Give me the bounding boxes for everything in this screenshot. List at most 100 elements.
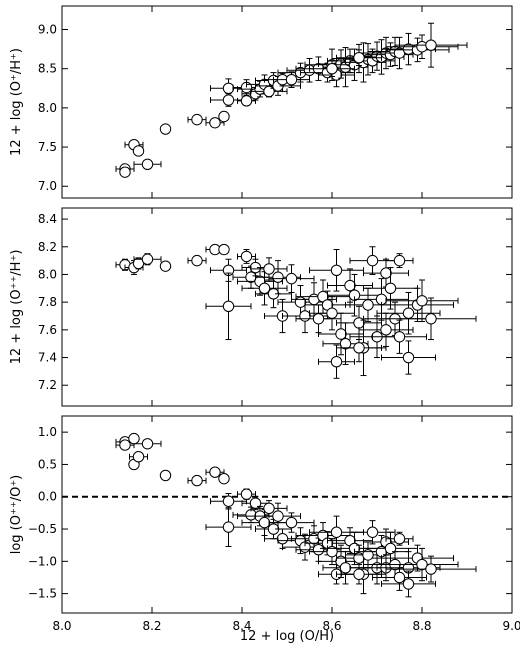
panel-1: 7.0 7.5 8.0 8.5 9.0 12 + log (O⁺/H⁺) [9,5,513,199]
data-point [133,158,162,171]
data-marker [416,295,428,307]
y-tick-label: −1.5 [28,587,57,601]
data-point [363,258,409,288]
data-point [187,254,207,267]
data-marker [141,253,154,265]
data-marker [191,254,203,267]
data-point [372,564,427,591]
data-marker [402,307,415,319]
y-tick-label: −0.5 [28,522,57,536]
x-tick-label: 8.0 [52,619,71,633]
plot-frame [61,5,513,199]
data-marker [191,474,203,487]
data-point [381,340,436,375]
data-point [309,249,364,292]
data-marker [362,549,374,561]
data-marker [330,355,343,368]
data-point [255,279,292,309]
data-marker [393,533,406,545]
y-tick-label: 7.8 [38,295,57,309]
data-marker [209,117,221,129]
data-point [159,260,172,272]
data-point [241,271,288,306]
data-marker [393,331,406,343]
y-tick-label: 8.0 [38,101,57,115]
data-point [385,297,477,341]
data-point [237,249,256,264]
data-marker [380,267,392,279]
x-axis-label: 12 + log (O/H) [240,629,334,644]
data-point [205,272,252,341]
data-marker [128,432,140,445]
data-marker [218,472,230,485]
data-point [336,564,382,585]
data-marker [339,562,352,574]
data-marker [326,62,338,75]
x-tick-label: 8.8 [412,619,431,633]
data-marker [240,488,253,500]
data-marker [366,254,379,267]
y-axis-label: 12 + log (O⁺⁺/H⁺) [9,250,24,365]
data-marker [402,578,415,590]
data-marker [240,250,253,263]
data-marker [222,94,235,106]
data-marker [132,450,145,463]
data-point [218,243,230,256]
data-marker [285,516,298,529]
data-marker [344,279,356,292]
data-marker [393,571,406,584]
data-marker [362,299,374,311]
data-marker [312,544,325,556]
panel-2: 7.2 7.4 7.6 7.8 8.0 8.2 8.4 12 + log (O⁺⁺/H⁺) [9,207,513,407]
data-marker [272,510,284,522]
data-point [327,268,373,303]
y-axis-label: log (O⁺⁺/O⁺) [9,475,24,555]
data-marker [330,526,343,538]
x-tick-label: 9.0 [502,619,520,633]
data-marker [294,296,307,308]
y-tick-label: 0.0 [38,490,57,504]
data-marker [353,317,365,329]
data-point [255,502,301,530]
data-point [133,253,162,266]
data-marker [312,313,325,325]
data-point [394,22,468,68]
data-point [205,507,252,547]
y-tick-label: 7.0 [38,179,57,193]
data-marker [159,260,172,272]
y-tick-label: 8.5 [38,62,57,76]
data-marker [353,52,365,64]
data-marker [263,502,275,515]
data-marker [159,123,172,135]
data-point [318,344,355,379]
y-tick-label: 8.2 [38,240,57,254]
data-marker [285,272,298,285]
x-tick-label: 8.4 [232,619,251,633]
data-point [268,512,315,533]
data-marker [276,533,289,545]
data-marker [285,73,298,86]
data-marker [425,313,437,325]
data-marker [272,271,284,283]
data-marker [353,342,365,354]
data-marker [299,310,311,322]
data-point [327,273,382,317]
data-point [205,117,225,129]
data-point [309,60,355,78]
y-tick-label: 7.2 [38,378,57,392]
data-marker [384,542,397,555]
data-point [119,166,131,178]
data-point [159,469,172,482]
x-tick-label: 8.6 [322,619,341,633]
data-marker [132,145,145,157]
data-marker [191,113,203,126]
data-point [363,267,418,310]
data-marker [380,324,392,336]
data-point [187,474,207,487]
data-point [115,439,135,451]
data-point [159,123,172,135]
data-point [336,49,382,67]
data-marker [222,495,235,507]
data-marker [425,39,437,51]
data-marker [240,95,253,107]
